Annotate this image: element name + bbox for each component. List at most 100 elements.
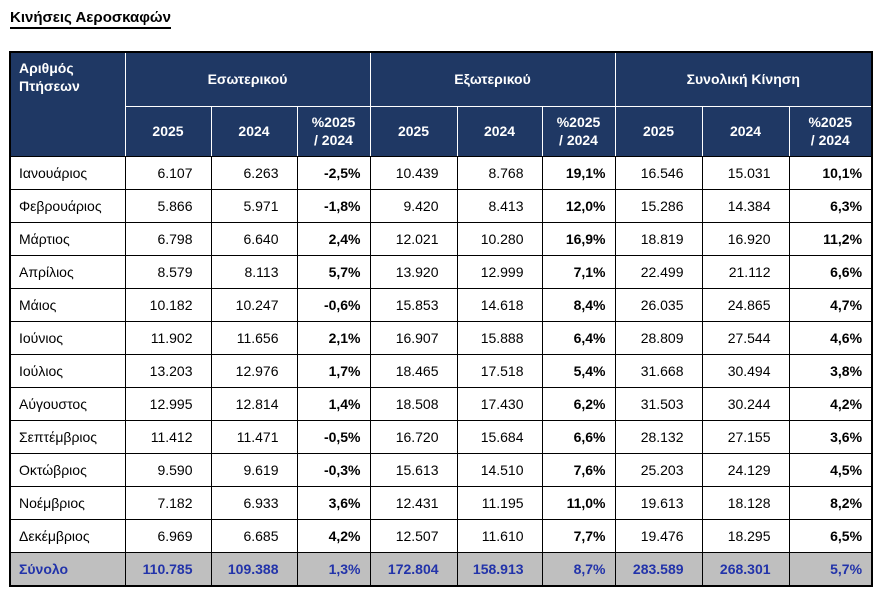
flights-count-cell: 16.920	[701, 221, 790, 256]
flights-count-cell: 15.853	[369, 287, 458, 322]
flights-count-cell: 9.420	[369, 188, 458, 223]
flights-count-cell: 14.510	[456, 452, 543, 487]
flights-count-cell: 22.499	[614, 254, 703, 289]
flights-count-cell: 6.969	[124, 518, 212, 553]
percent-change-cell: 6,4%	[541, 320, 616, 355]
total-domestic-2025: 110.785	[124, 551, 212, 587]
percent-change-cell: 8,2%	[788, 485, 873, 520]
percent-change-cell: 6,5%	[788, 518, 873, 553]
total-international-percent: 8,7%	[541, 551, 616, 587]
total-overall-2025: 283.589	[614, 551, 703, 587]
year-header-row: 2025 2024 %2025 / 2024 2025 2024 %2025 /…	[10, 105, 873, 157]
percent-change-cell: 4,2%	[296, 518, 371, 553]
percent-change-cell: 10,1%	[788, 155, 873, 190]
flights-count-cell: 15.684	[456, 419, 543, 454]
flights-count-cell: 11.471	[210, 419, 298, 454]
percent-change-cell: 4,6%	[788, 320, 873, 355]
percent-change-cell: 3,6%	[788, 419, 873, 454]
flights-count-cell: 10.280	[456, 221, 543, 256]
total-international-2024: 158.913	[456, 551, 543, 587]
flights-count-cell: 31.668	[614, 353, 703, 388]
flights-count-cell: 16.720	[369, 419, 458, 454]
percent-change-cell: 7,1%	[541, 254, 616, 289]
percent-change-cell: 12,0%	[541, 188, 616, 223]
table-footer: Σύνολο 110.785 109.388 1,3% 172.804 158.…	[9, 551, 873, 587]
international-year-2025-header: 2025	[369, 105, 458, 157]
flights-count-cell: 11.656	[210, 320, 298, 355]
total-percent-header: %2025 / 2024	[788, 105, 873, 157]
flights-count-cell: 12.814	[210, 386, 298, 421]
flights-count-cell: 6.107	[124, 155, 212, 190]
percent-change-cell: 11,2%	[788, 221, 873, 256]
month-label: Απρίλιος	[9, 254, 126, 289]
percent-change-cell: 7,7%	[541, 518, 616, 553]
flights-count-cell: 9.619	[210, 452, 298, 487]
percent-change-cell: 6,6%	[788, 254, 873, 289]
domestic-year-2024-header: 2024	[210, 105, 298, 157]
flights-count-cell: 6.798	[124, 221, 212, 256]
total-international-2025: 172.804	[369, 551, 458, 587]
percent-change-cell: -0,3%	[296, 452, 371, 487]
percent-change-cell: -0,5%	[296, 419, 371, 454]
month-row: Ιούνιος 11.902 11.656 2,1% 16.907 15.888 6,4% 2…	[9, 320, 873, 355]
month-row: Φεβρουάριος 5.866 5.971 -1,8% 9.420 8.413 12,0…	[9, 188, 873, 223]
month-row: Ιούλιος 13.203 12.976 1,7% 18.465 17.518 5,4% 3…	[9, 353, 873, 388]
aircraft-movements-table: Αριθμός Πτήσεων Εσωτερικού Εξωτερικού Συ…	[9, 51, 874, 587]
flights-count-cell: 8.579	[124, 254, 212, 289]
international-year-2024-header: 2024	[456, 105, 543, 157]
flights-count-cell: 12.976	[210, 353, 298, 388]
flights-count-cell: 30.244	[701, 386, 790, 421]
flights-count-cell: 31.503	[614, 386, 703, 421]
month-label: Μάιος	[9, 287, 126, 322]
month-label: Μάρτιος	[9, 221, 126, 256]
month-label: Σεπτέμβριος	[9, 419, 126, 454]
group-header-row: Αριθμός Πτήσεων Εσωτερικού Εξωτερικού Συ…	[9, 51, 873, 157]
flights-count-cell: 8.413	[456, 188, 543, 223]
flights-count-cell: 17.518	[456, 353, 543, 388]
percent-change-cell: 16,9%	[541, 221, 616, 256]
flights-count-cell: 16.546	[614, 155, 703, 190]
flights-count-cell: 16.907	[369, 320, 458, 355]
percent-change-cell: 19,1%	[541, 155, 616, 190]
month-row: Σεπτέμβριος 11.412 11.471 -0,5% 16.720 15.684…	[9, 419, 873, 454]
percent-change-cell: 6,3%	[788, 188, 873, 223]
flights-count-cell: 12.995	[124, 386, 212, 421]
domestic-year-2025-header: 2025	[124, 105, 212, 157]
flights-count-cell: 30.494	[701, 353, 790, 388]
flights-count-cell: 5.866	[124, 188, 212, 223]
month-label: Δεκέμβριος	[9, 518, 126, 553]
flights-count-cell: 10.247	[210, 287, 298, 322]
flights-count-cell: 21.112	[701, 254, 790, 289]
flights-count-cell: 24.865	[701, 287, 790, 322]
total-row: Σύνολο 110.785 109.388 1,3% 172.804 158.…	[9, 551, 873, 587]
flights-count-cell: 9.590	[124, 452, 212, 487]
flights-count-cell: 6.685	[210, 518, 298, 553]
flights-count-cell: 17.430	[456, 386, 543, 421]
total-year-2025-header: 2025	[614, 105, 703, 157]
flights-count-cell: 5.971	[210, 188, 298, 223]
percent-change-cell: 5,4%	[541, 353, 616, 388]
percent-change-cell: 5,7%	[296, 254, 371, 289]
month-label: Φεβρουάριος	[9, 188, 126, 223]
month-row: Μάιος 10.182 10.247 -0,6% 15.853 14.618 8,4% 26…	[9, 287, 873, 322]
group-header-domestic: Εσωτερικού	[124, 51, 371, 107]
flights-count-cell: 18.508	[369, 386, 458, 421]
flights-count-cell: 6.263	[210, 155, 298, 190]
flights-count-cell: 12.507	[369, 518, 458, 553]
group-header-total-traffic: Συνολική Κίνηση	[614, 51, 873, 107]
month-row: Ιανουάριος 6.107 6.263 -2,5% 10.439 8.768 19,1…	[9, 155, 873, 190]
corner-header-flights-count: Αριθμός Πτήσεων	[9, 51, 126, 157]
flights-count-cell: 15.613	[369, 452, 458, 487]
flights-count-cell: 12.431	[369, 485, 458, 520]
month-row: Απρίλιος 8.579 8.113 5,7% 13.920 12.999 7,1% 22…	[9, 254, 873, 289]
flights-count-cell: 28.132	[614, 419, 703, 454]
flights-count-cell: 11.610	[456, 518, 543, 553]
flights-count-cell: 12.999	[456, 254, 543, 289]
percent-change-cell: 7,6%	[541, 452, 616, 487]
flights-count-cell: 7.182	[124, 485, 212, 520]
page-title: Κινήσεις Αεροσκαφών	[10, 9, 171, 29]
percent-change-cell: 6,2%	[541, 386, 616, 421]
percent-change-cell: 1,7%	[296, 353, 371, 388]
percent-change-cell: -0,6%	[296, 287, 371, 322]
percent-change-cell: 6,6%	[541, 419, 616, 454]
